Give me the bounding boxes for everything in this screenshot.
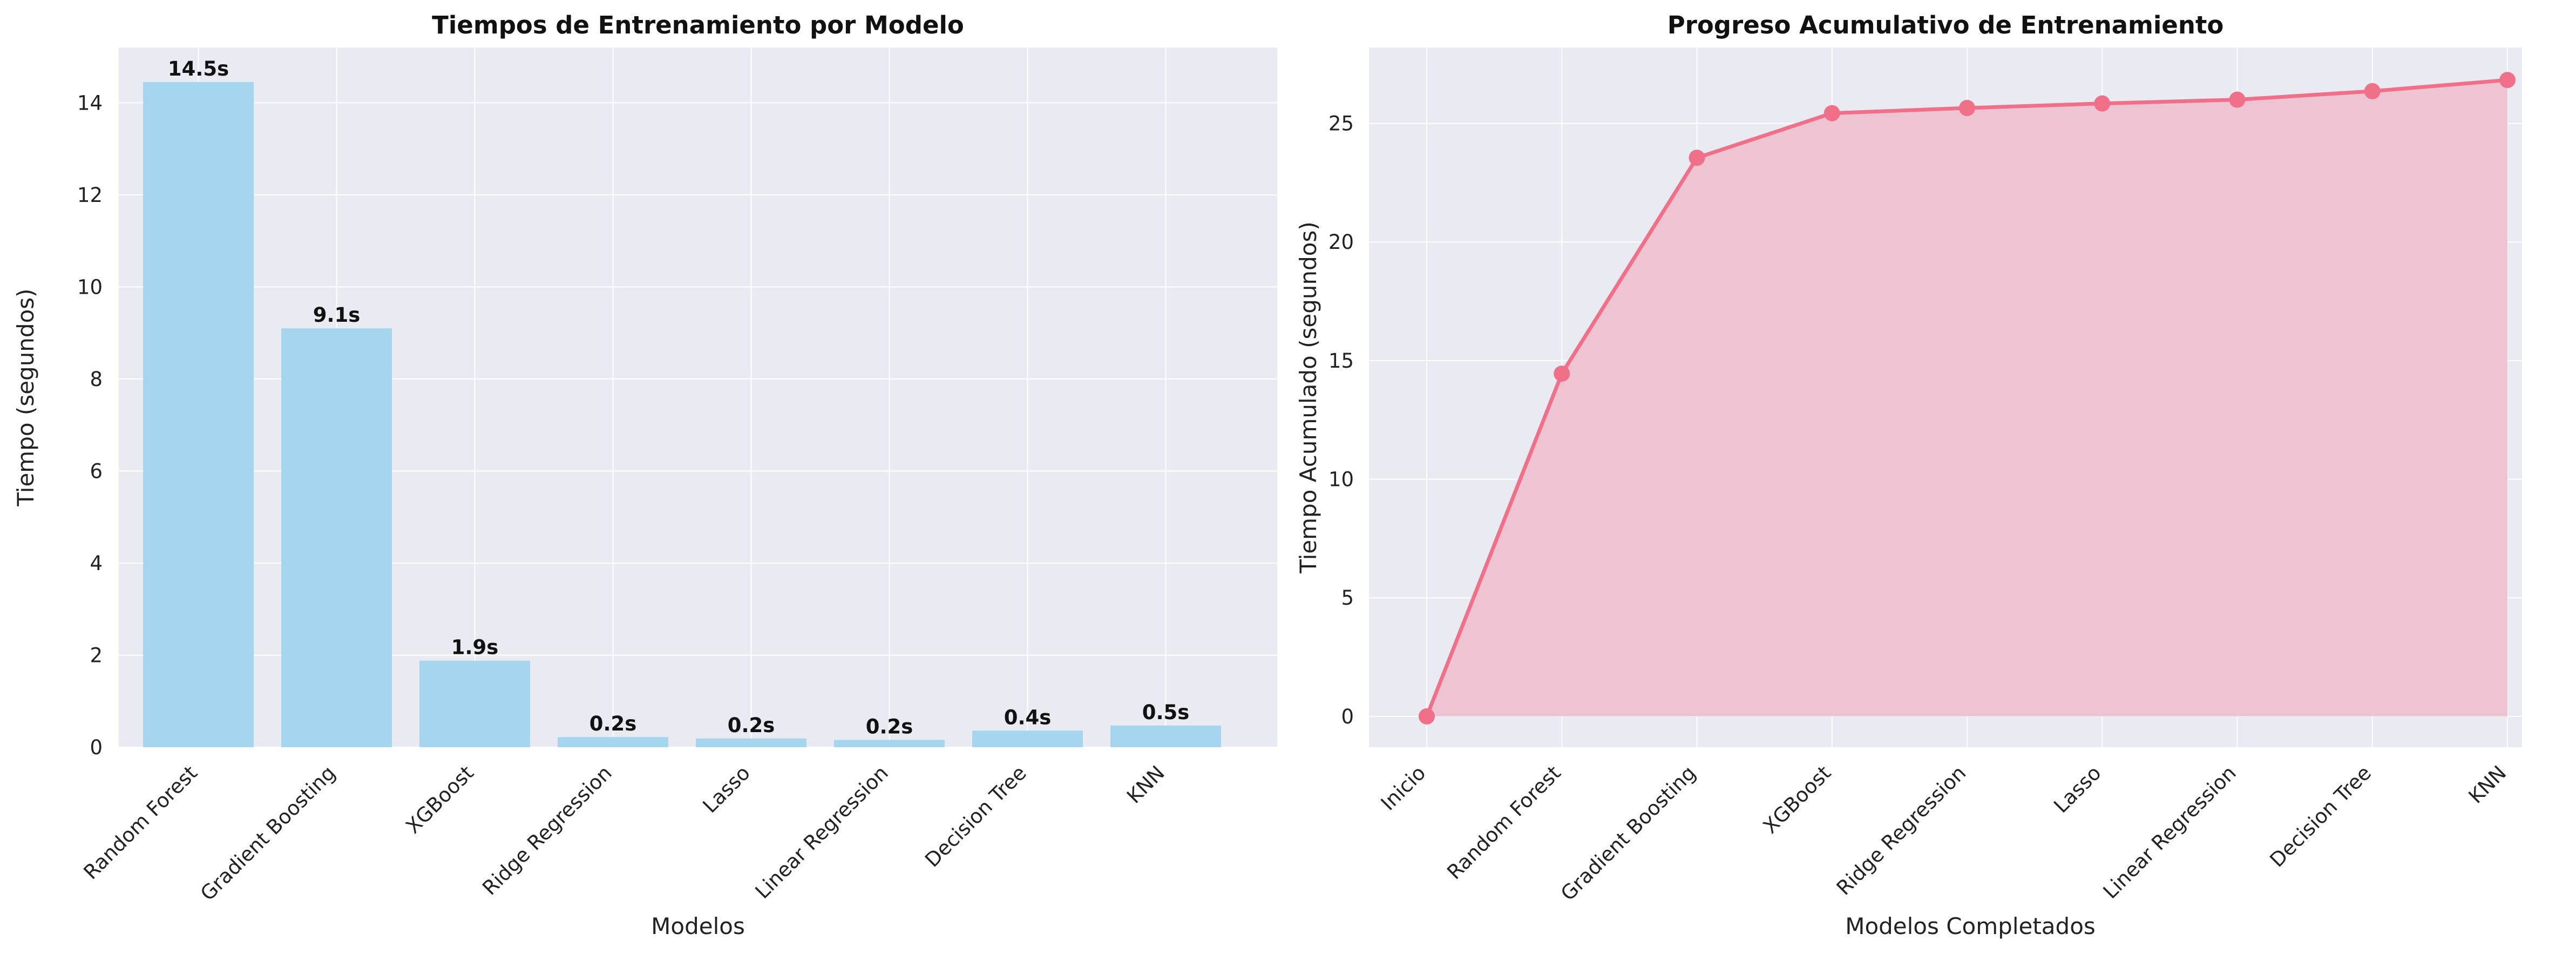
area-x-tick-0: Inicio xyxy=(1377,761,1431,815)
area-x-tick-6: Linear Regression xyxy=(2099,761,2241,903)
area-point-4 xyxy=(1959,100,1975,117)
bar-chart-title: Tiempos de Entrenamiento por Modelo xyxy=(432,11,964,39)
bar-y-tick-4: 8 xyxy=(90,368,103,391)
bar-x-tick-5: Linear Regression xyxy=(751,761,893,903)
bar-value-label-3: 0.2s xyxy=(589,712,637,735)
area-y-tick-2: 10 xyxy=(1328,468,1354,491)
bar-2 xyxy=(419,660,530,747)
bar-y-tick-2: 4 xyxy=(90,552,103,575)
bar-value-label-2: 1.9s xyxy=(451,636,499,659)
area-x-tick-4: Ridge Regression xyxy=(1832,761,1971,900)
area-y-tick-3: 15 xyxy=(1328,349,1354,373)
bar-x-tick-0: Random Forest xyxy=(79,761,202,884)
bar-x-tick-2: XGBoost xyxy=(401,761,478,838)
area-point-0 xyxy=(1419,708,1435,725)
bar-7 xyxy=(1110,725,1221,747)
bar-y-tick-0: 0 xyxy=(90,736,103,759)
bar-y-ticks: 0 2 4 6 8 10 12 14 xyxy=(77,91,103,759)
bar-x-tick-1: Gradient Boosting xyxy=(196,761,340,905)
bar-4 xyxy=(696,738,806,747)
bar-marks: 14.5s 9.1s 1.9s 0.2s 0.2s 0.2s 0.4s 0.5s xyxy=(143,57,1221,747)
bar-x-tick-6: Decision Tree xyxy=(920,761,1031,872)
area-x-tick-7: Decision Tree xyxy=(2265,761,2376,872)
bar-y-tick-7: 14 xyxy=(77,91,103,114)
area-y-ticks: 0 5 10 15 20 25 xyxy=(1328,112,1354,728)
area-fill xyxy=(1427,80,2507,716)
area-x-tick-1: Random Forest xyxy=(1442,761,1565,884)
area-point-2 xyxy=(1689,150,1705,166)
bar-y-tick-3: 6 xyxy=(90,459,103,483)
bar-x-tick-7: KNN xyxy=(1122,761,1169,808)
area-point-1 xyxy=(1554,366,1570,382)
bar-y-axis-label: Tiempo (segundos) xyxy=(12,288,39,506)
area-point-8 xyxy=(2499,72,2516,89)
bar-value-label-5: 0.2s xyxy=(866,715,913,738)
area-x-axis-label: Modelos Completados xyxy=(1845,913,2096,939)
area-marks xyxy=(1419,72,2516,725)
bar-6 xyxy=(972,730,1083,747)
area-y-tick-1: 5 xyxy=(1341,586,1354,610)
bar-y-tick-6: 12 xyxy=(77,184,103,207)
area-x-tick-5: Lasso xyxy=(2049,761,2105,817)
bar-value-label-0: 14.5s xyxy=(168,57,229,80)
area-chart-title: Progreso Acumulativo de Entrenamiento xyxy=(1667,11,2224,39)
bar-y-tick-1: 2 xyxy=(90,644,103,667)
area-x-tick-8: KNN xyxy=(2464,761,2511,808)
area-y-tick-4: 20 xyxy=(1328,231,1354,254)
area-y-tick-5: 25 xyxy=(1328,112,1354,136)
bar-1 xyxy=(281,328,392,747)
bar-value-label-4: 0.2s xyxy=(728,714,775,737)
bar-value-label-7: 0.5s xyxy=(1142,701,1190,724)
bar-y-tick-5: 10 xyxy=(77,275,103,299)
bar-3 xyxy=(558,737,668,747)
bar-5 xyxy=(834,740,945,747)
area-y-axis-label: Tiempo Acumulado (segundos) xyxy=(1295,221,1321,573)
area-point-5 xyxy=(2094,95,2111,112)
area-point-3 xyxy=(1823,105,1840,121)
bar-0 xyxy=(143,82,254,747)
bar-x-axis-label: Modelos xyxy=(651,913,745,939)
bar-x-tick-4: Lasso xyxy=(699,761,755,817)
bar-x-tick-3: Ridge Regression xyxy=(478,761,616,900)
area-x-tick-2: Gradient Boosting xyxy=(1556,761,1700,905)
bar-chart-panel: 14.5s 9.1s 1.9s 0.2s 0.2s 0.2s 0.4s 0.5s 0 2 4 6 8 1… xyxy=(12,11,1277,939)
area-point-6 xyxy=(2229,91,2246,108)
area-x-tick-3: XGBoost xyxy=(1759,761,1835,838)
area-y-tick-0: 0 xyxy=(1341,705,1354,728)
bar-value-label-6: 0.4s xyxy=(1004,706,1052,729)
bar-value-label-1: 9.1s xyxy=(313,303,361,327)
area-point-7 xyxy=(2364,83,2381,99)
